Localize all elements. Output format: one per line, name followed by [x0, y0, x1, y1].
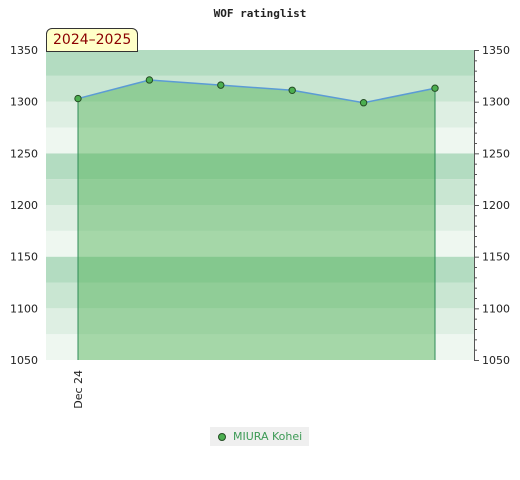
- y-tick-label-left: 1250: [10, 147, 38, 160]
- series-area-fill: [78, 79, 435, 360]
- plot-band: [46, 282, 474, 309]
- plot-band: [46, 308, 474, 335]
- plot-band: [46, 205, 474, 231]
- y-tick-label-left: 1200: [10, 199, 38, 212]
- data-point: [74, 94, 82, 103]
- plot-band: [46, 101, 474, 128]
- data-point: [359, 99, 368, 107]
- plot-band: [46, 179, 474, 205]
- legend[interactable]: MIURA Kohei: [210, 427, 310, 446]
- x-axis: Dec 24: [72, 370, 85, 409]
- y-tick-label-right: 1200: [482, 199, 510, 212]
- y-tick-label-right: 1100: [482, 302, 510, 315]
- data-point: [217, 81, 225, 89]
- plot-band: [46, 256, 474, 283]
- data-point: [145, 76, 154, 84]
- y-tick-label-left: 1100: [10, 302, 38, 315]
- plot-band: [46, 334, 474, 360]
- y-tick-label-right: 1150: [482, 251, 510, 264]
- plot-band: [46, 230, 474, 257]
- y-tick-label-left: 1050: [10, 354, 38, 367]
- plot-band: [46, 127, 474, 154]
- y-tick-label-right: 1050: [482, 354, 510, 367]
- chart-title: WOF ratinglist: [214, 7, 307, 20]
- data-point: [288, 86, 296, 95]
- y-tick-label-right: 1300: [482, 96, 510, 109]
- y-tick-label-right: 1350: [482, 44, 510, 57]
- season-label: 2024–2025: [46, 28, 139, 52]
- legend-marker-icon: [218, 432, 226, 441]
- series-line: [77, 79, 436, 104]
- plot-band: [46, 153, 474, 180]
- y-tick-label-right: 1250: [482, 147, 510, 160]
- plot-band: [46, 50, 474, 76]
- legend-series-label: MIURA Kohei: [233, 430, 303, 443]
- y-axis-left: 1050 1100 1150 1200 1250 1300 1350: [10, 44, 38, 367]
- series-points: [74, 76, 439, 107]
- series-area: [77, 79, 436, 360]
- y-tick-label-left: 1300: [10, 96, 38, 109]
- y-axis-right: 1050 1100 1150 1200 1250 1300 1350: [474, 44, 510, 367]
- y-tick-label-left: 1150: [10, 251, 38, 264]
- data-point: [431, 84, 439, 92]
- y-tick-label-left: 1350: [10, 44, 38, 57]
- x-tick-label: Dec 24: [72, 370, 85, 409]
- plot-background-bands: [46, 50, 474, 360]
